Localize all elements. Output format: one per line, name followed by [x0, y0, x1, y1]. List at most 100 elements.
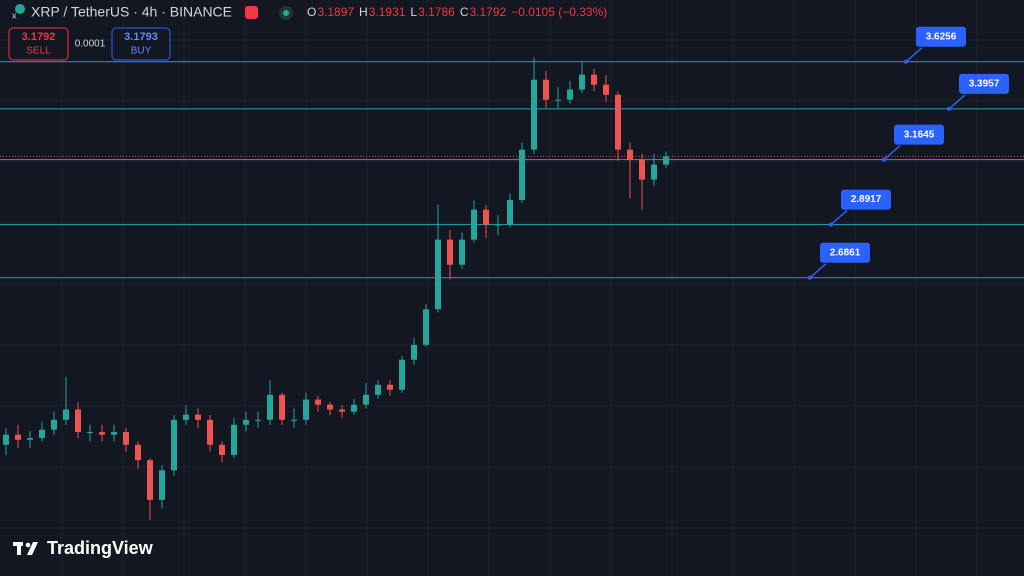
buy-label: BUY [131, 46, 152, 57]
candle-body [519, 149, 525, 201]
symbol-icon-x: x [12, 10, 17, 20]
status-dot [283, 10, 289, 16]
candle-body [399, 359, 405, 390]
candle-body [507, 200, 513, 225]
sell-button[interactable] [8, 27, 69, 61]
ohlc-value: 3.1792 [469, 5, 506, 19]
plot: 3.6256 3.3957 3.1645 2.8917 2.6861 [0, 26, 1024, 520]
level-label: 2.6861 [830, 247, 861, 258]
candle-body [63, 409, 69, 420]
ohlc-value: 3.1897 [317, 5, 354, 19]
candle-body [615, 94, 621, 150]
candle-body [411, 344, 417, 360]
candle-body [579, 74, 585, 90]
candle-body [387, 384, 393, 390]
candle-body [147, 460, 153, 500]
symbol-title[interactable]: XRP / TetherUS · 4h · BINANCE [31, 4, 232, 20]
flag-icon[interactable] [245, 6, 258, 19]
spread: 0.0001 [75, 39, 106, 50]
level-label: 3.6256 [926, 31, 957, 42]
candle-body [495, 224, 501, 226]
level-label: 2.8917 [851, 194, 882, 205]
level-label: 3.3957 [969, 79, 1000, 90]
candle-body [315, 399, 321, 405]
candle-body [207, 419, 213, 445]
level-label-box [959, 73, 1009, 94]
candle-body [195, 414, 201, 420]
candle-body [75, 409, 81, 433]
candle-body [3, 434, 9, 445]
candle-body [255, 419, 261, 421]
level-pointer [883, 145, 901, 161]
ohlc-label: C [460, 5, 469, 19]
level-label: 3.1645 [904, 129, 935, 140]
candle-body [627, 149, 633, 160]
level-anchor [829, 222, 833, 227]
candle-body [603, 84, 609, 95]
ohlc-label: H [359, 5, 368, 19]
candle-body [87, 432, 93, 434]
level-label-box [916, 26, 966, 47]
candle-body [651, 164, 657, 180]
candle-body [183, 414, 189, 420]
candle-body [375, 384, 381, 395]
candle-body [279, 394, 285, 420]
level-anchor [882, 157, 886, 162]
ohlc-value: 3.1786 [418, 5, 455, 19]
ohlc: O 3.1897 H 3.1931 L 3.1786 C 3.1792 −0.0105 (−0.… [307, 5, 607, 19]
ohlc-label: L [410, 5, 417, 19]
candle-body [159, 470, 165, 500]
candle-body [435, 239, 441, 310]
candle-body [111, 432, 117, 435]
candle-body [135, 444, 141, 461]
candle-body [51, 419, 57, 430]
candle-body [219, 444, 225, 455]
logo-mark [13, 542, 38, 555]
candle-body [471, 209, 477, 240]
buy-price: 3.1793 [124, 31, 158, 43]
level-label-box [820, 242, 870, 263]
candle-body [351, 404, 357, 412]
level-anchor [808, 275, 812, 280]
level-anchor [904, 59, 908, 64]
change: −0.0105 (−0.33%) [511, 5, 607, 19]
candle-body [555, 99, 561, 101]
candle-body [327, 404, 333, 410]
candle-body [363, 394, 369, 405]
ohlc-label: O [307, 5, 316, 19]
candle-body [267, 394, 273, 420]
level-pointer [948, 94, 966, 110]
candle-body [231, 424, 237, 455]
candle-body [483, 209, 489, 225]
buy-button[interactable] [111, 27, 171, 61]
symbol-icon [15, 4, 25, 14]
candle-body [447, 239, 453, 265]
candle-body [171, 419, 177, 471]
level-label-box [894, 124, 944, 145]
candle-body [27, 438, 33, 440]
candle-body [663, 156, 669, 165]
candle-body [423, 309, 429, 345]
candle-body [591, 74, 597, 85]
level-label-box [841, 189, 891, 210]
candle-body [531, 79, 537, 150]
candle-body [303, 399, 309, 420]
candle-body [99, 432, 105, 435]
candle-body [567, 89, 573, 100]
candle-body [15, 434, 21, 440]
level-pointer [830, 210, 848, 226]
candle-body [291, 419, 297, 421]
candle-body [243, 419, 249, 425]
candle-body [339, 409, 345, 412]
sell-price: 3.1792 [22, 31, 56, 43]
candle-body [39, 429, 45, 439]
candle-body [123, 432, 129, 445]
level-pointer [905, 47, 923, 63]
candle-body [639, 159, 645, 180]
logo-text: TradingView [47, 538, 154, 558]
level-pointer [809, 263, 827, 279]
